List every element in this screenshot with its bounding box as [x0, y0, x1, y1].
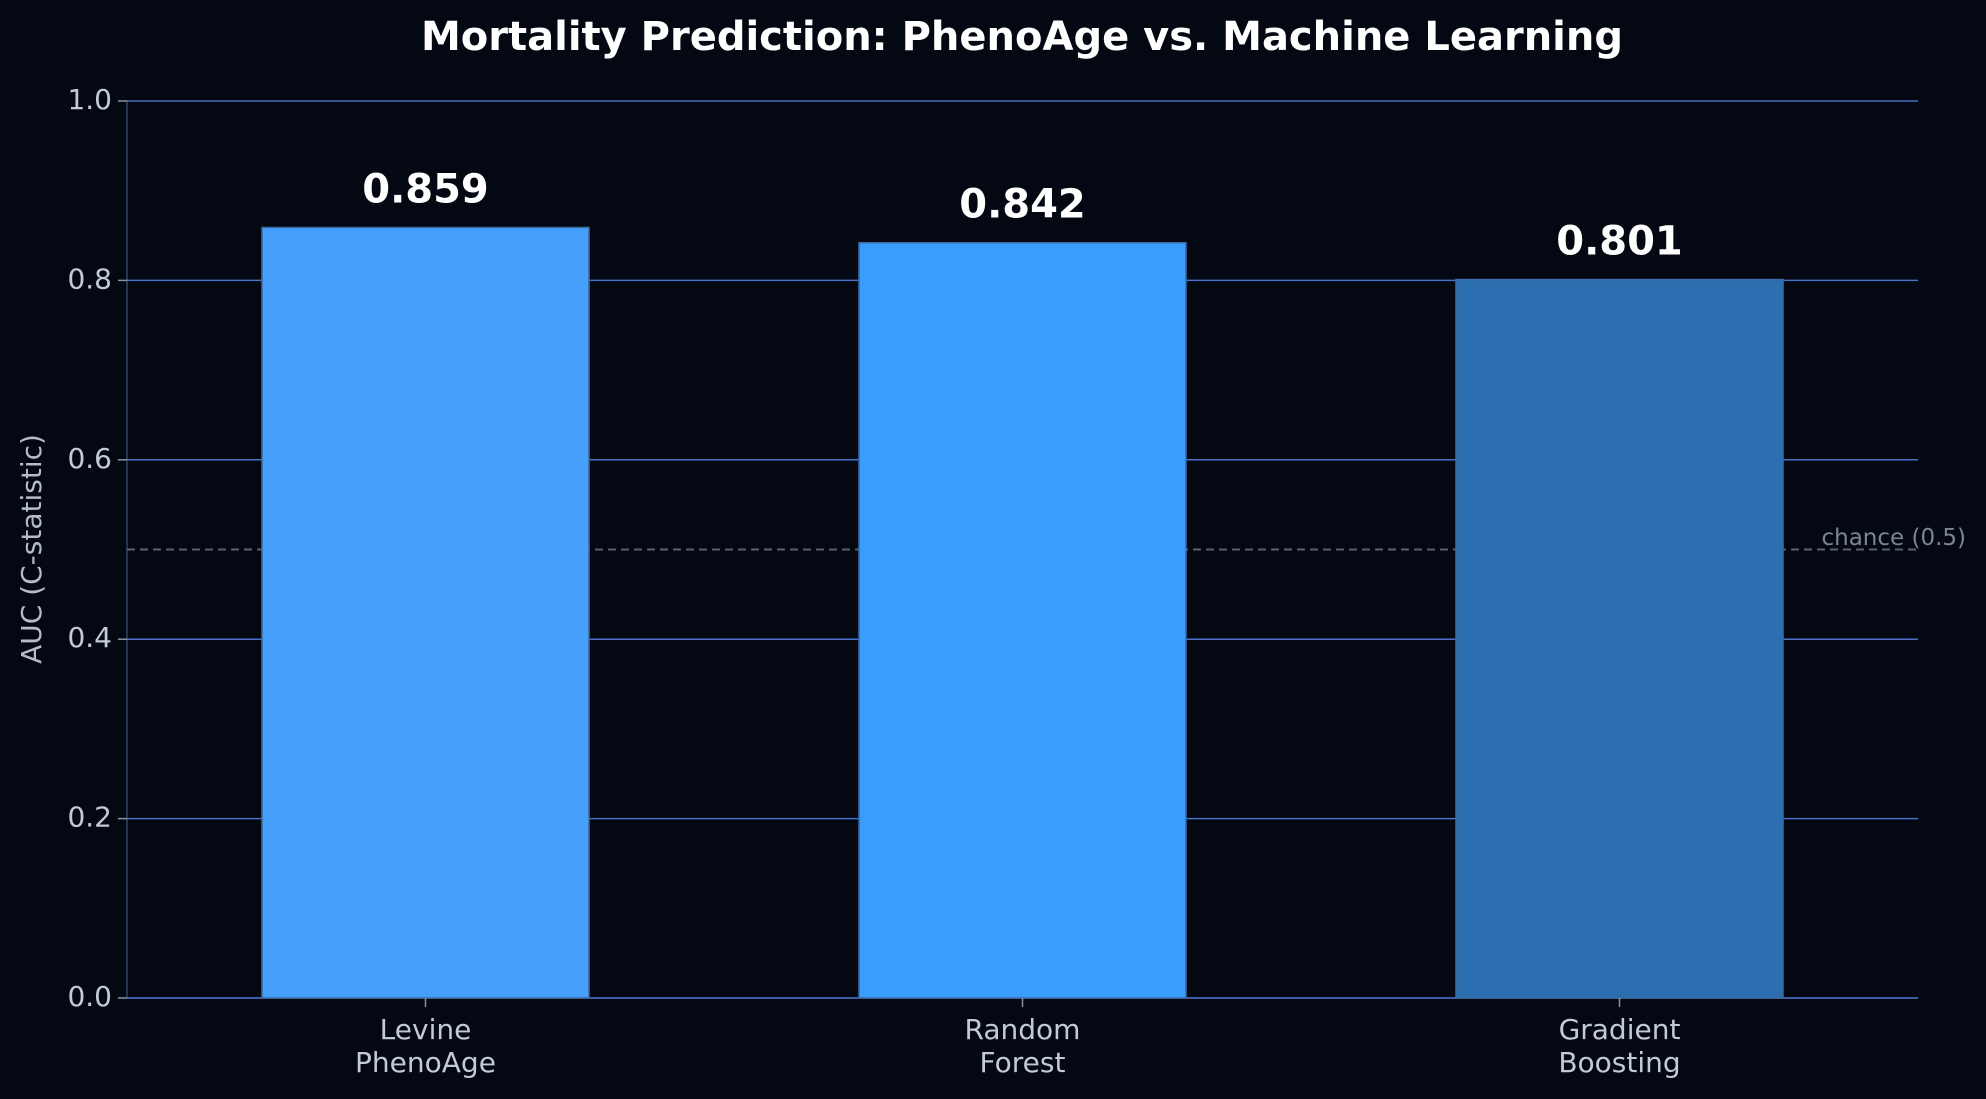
y-axis-label: AUC (C-statistic) — [15, 434, 48, 664]
bar — [858, 241, 1187, 999]
x-tick-label: Random Forest — [964, 1013, 1081, 1079]
value-label: 0.801 — [1556, 219, 1683, 265]
y-tick-label: 0.0 — [67, 980, 112, 1013]
x-label-box: Levine PhenoAge — [355, 1013, 496, 1079]
x-tick-label: Gradient Boosting — [1558, 1013, 1681, 1079]
reference-label: chance (0.5) — [1821, 525, 1966, 551]
x-label-box: Random Forest — [964, 1013, 1081, 1079]
chart-title: Mortality Prediction: PhenoAge vs. Machi… — [421, 14, 1623, 60]
x-label-box: Gradient Boosting — [1558, 1013, 1681, 1079]
x-tick-label: Levine PhenoAge — [355, 1013, 496, 1079]
value-label: 0.859 — [362, 166, 489, 212]
y-tick-label: 1.0 — [67, 83, 112, 116]
value-label: 0.842 — [959, 182, 1086, 228]
bar — [261, 226, 590, 999]
y-tick-label: 0.2 — [67, 801, 112, 834]
y-tick-label: 0.4 — [67, 621, 112, 654]
y-tick-label: 0.8 — [67, 262, 112, 295]
bar — [1455, 278, 1784, 999]
y-tick-label: 0.6 — [67, 442, 112, 475]
